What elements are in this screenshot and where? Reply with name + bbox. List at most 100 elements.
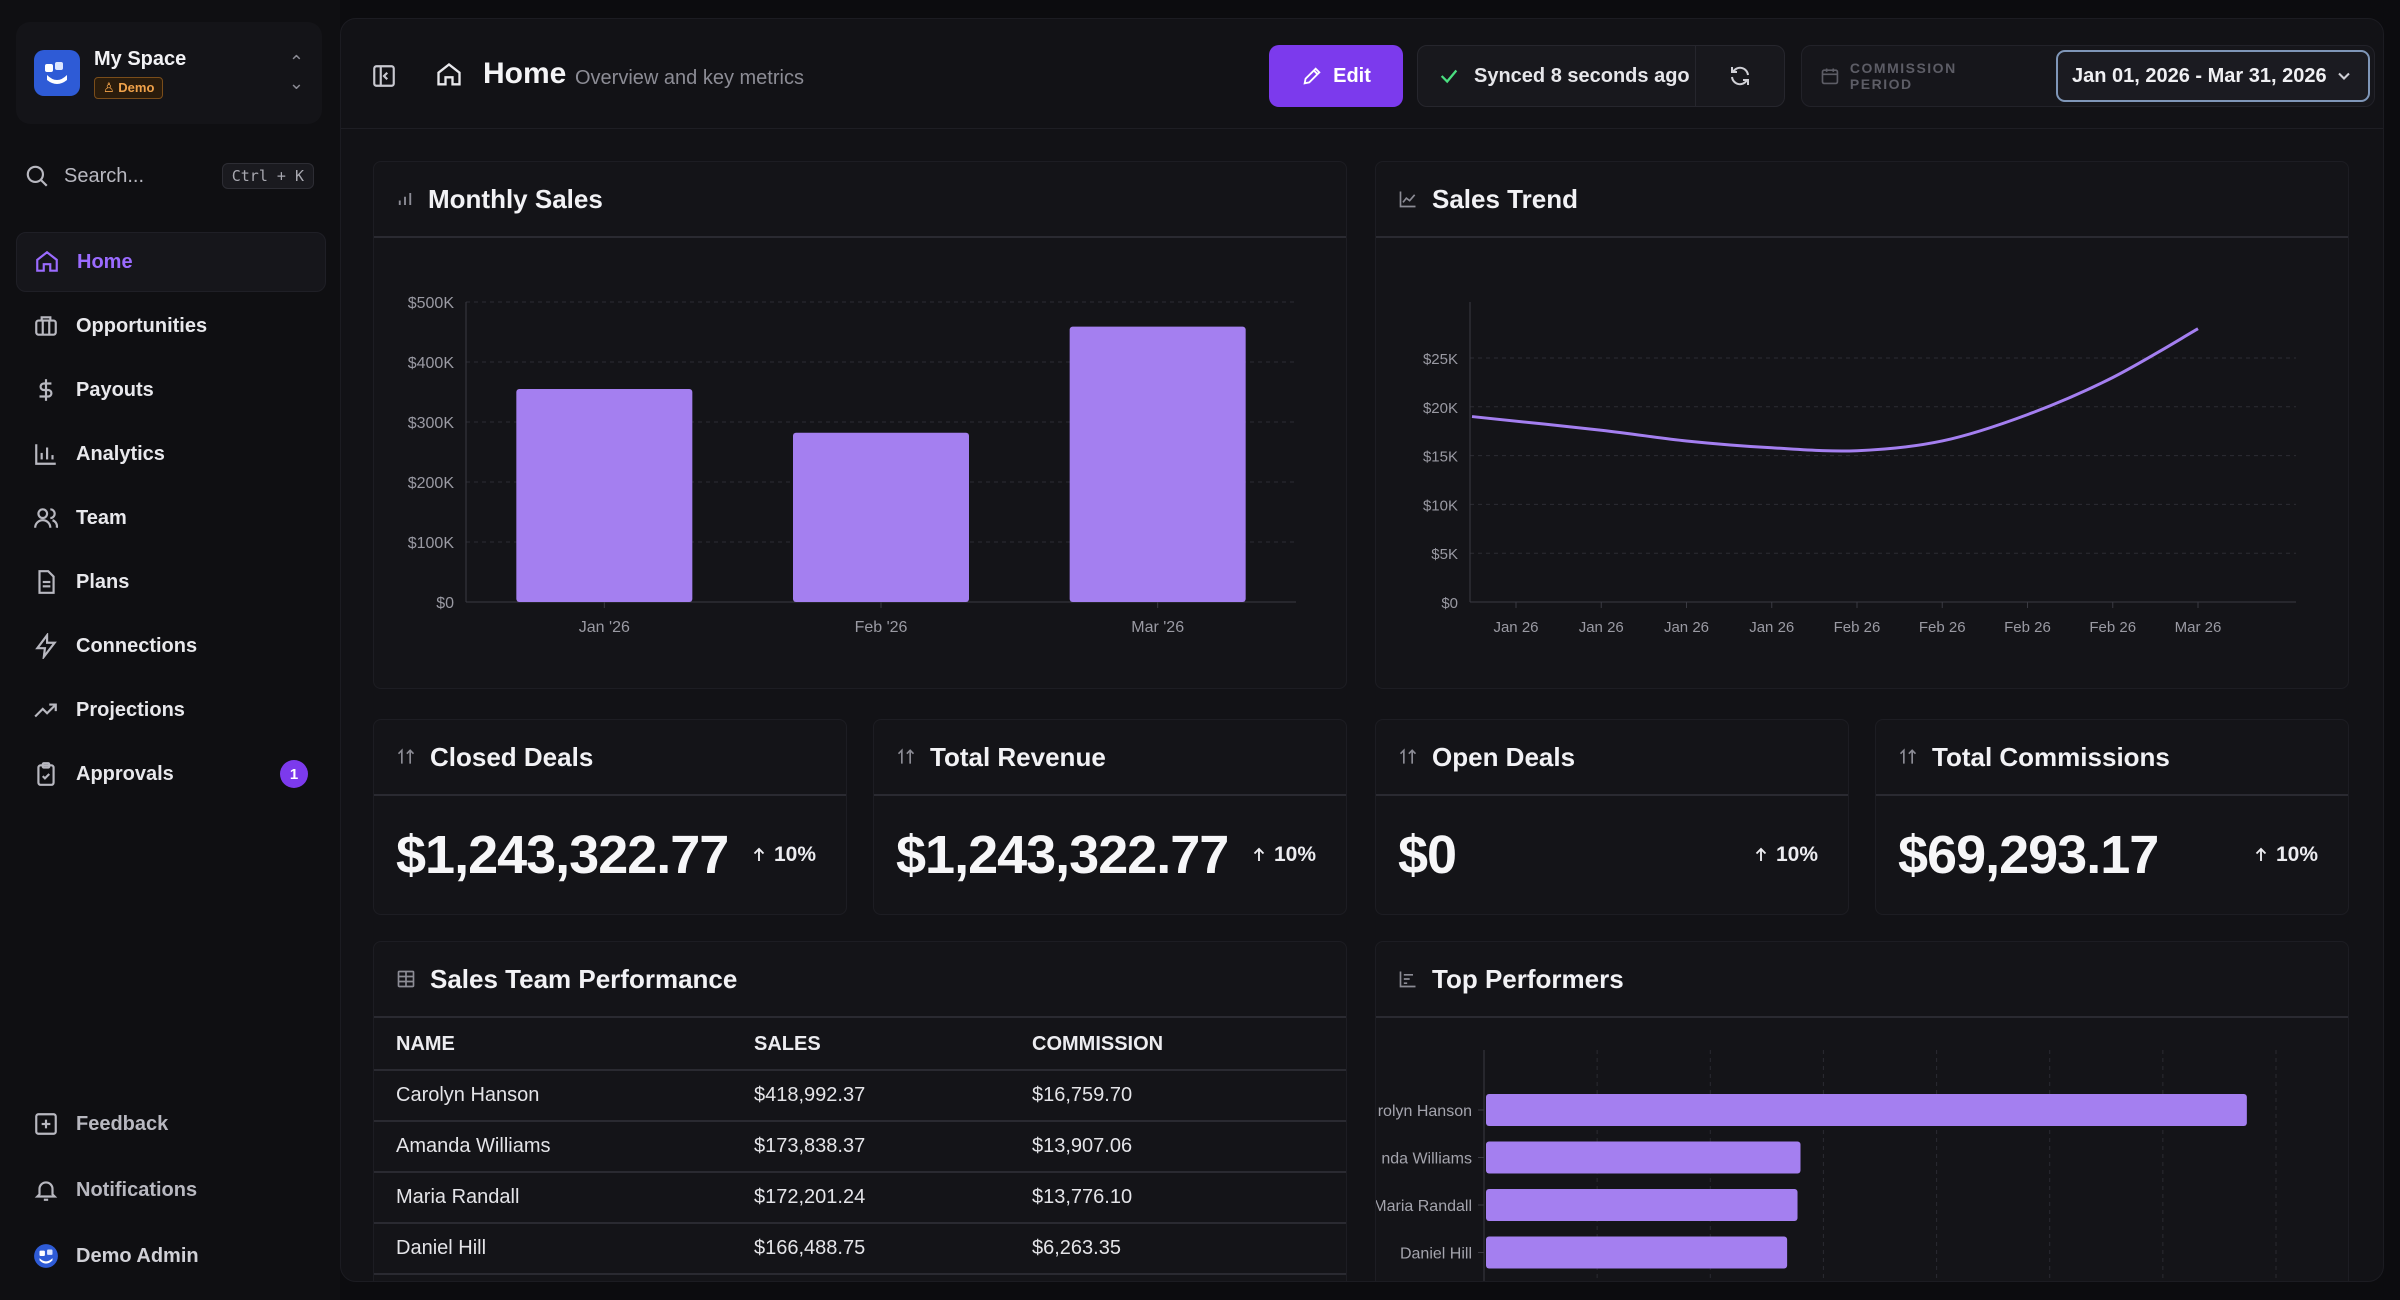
nav-item-feedback[interactable]: Feedback <box>16 1092 326 1156</box>
nav-item-notifications[interactable]: Notifications <box>16 1158 326 1222</box>
y-tick-label: Maria Randall <box>1376 1198 1472 1215</box>
nav-label: Demo Admin <box>76 1244 199 1267</box>
table-icon <box>397 970 415 988</box>
sidebar-toggle-icon[interactable] <box>371 63 397 94</box>
document-icon <box>32 568 60 596</box>
arrow-up-icon <box>2255 847 2267 861</box>
search-label: Search... <box>64 164 145 187</box>
nav-item-opportunities[interactable]: Opportunities <box>16 296 326 356</box>
bar[interactable] <box>1486 1189 1798 1221</box>
clipboard-check-icon <box>32 760 60 788</box>
y-tick-label: $15K <box>1423 449 1458 466</box>
feedback-icon <box>32 1110 60 1138</box>
sales-trend-card: Sales Trend $0 $5K $10K $15K $20K $25K Jan 26 J… <box>1375 161 2349 689</box>
table-row[interactable]: Daniel Hill $166,488.75 $6,263.35 <box>374 1223 1346 1275</box>
bar[interactable] <box>1486 1236 1788 1269</box>
nav-item-projections[interactable]: Projections <box>16 680 326 740</box>
y-tick-label: $200K <box>408 475 455 492</box>
bar[interactable] <box>1486 1094 2247 1126</box>
nav-item-plans[interactable]: Plans <box>16 552 326 612</box>
nav-item-approvals[interactable]: Approvals 1 <box>16 744 326 804</box>
metric-change-value: 10% <box>1775 843 1818 866</box>
edit-button[interactable]: Edit <box>1269 45 1403 107</box>
table-row[interactable]: Amanda Williams $173,838.37 $13,907.06 <box>374 1121 1346 1173</box>
x-tick-label: Feb 26 <box>1834 619 1881 636</box>
main-nav: Home Opportunities Payouts Analytics Tea… <box>16 232 326 808</box>
cell-sales: $172,201.24 <box>754 1172 1032 1224</box>
table-header-row: NAME SALES COMMISSION <box>374 1020 1346 1071</box>
workspace-logo-icon <box>34 50 80 96</box>
monthly-sales-chart: $0 $100K $200K $300K $400K $500K Jan '26 Feb '2… <box>408 295 1296 636</box>
top-performers-card: Top Performers rolyn Hanson nda Williams M… <box>1375 941 2349 1281</box>
calendar-icon <box>1821 68 1839 85</box>
metric-value: $69,293.17 <box>1898 825 2159 885</box>
x-tick-label: Jan '26 <box>579 619 630 636</box>
nav-item-team[interactable]: Team <box>16 488 326 548</box>
nav-label: Analytics <box>76 442 165 465</box>
metric-title: Closed Deals <box>430 741 594 772</box>
cell-name: Carolyn Hanson <box>374 1070 754 1122</box>
y-tick-label: $25K <box>1423 351 1458 368</box>
cell-name: Maria Randall <box>374 1172 754 1224</box>
metric-change-value: 10% <box>2275 843 2318 866</box>
nav-item-payouts[interactable]: Payouts <box>16 360 326 420</box>
bar[interactable] <box>1069 326 1246 602</box>
bar[interactable] <box>516 389 693 602</box>
top-performers-chart: rolyn Hanson nda Williams Maria Randall Dan… <box>1376 1050 2277 1281</box>
column-header-sales[interactable]: SALES <box>754 1020 1032 1071</box>
y-tick-label: $300K <box>408 415 455 432</box>
sync-status-group: Synced 8 seconds ago <box>1417 45 1785 107</box>
nav-item-account[interactable]: Demo Admin <box>16 1224 326 1288</box>
metric-value: $0 <box>1398 825 1457 885</box>
metric-card-open-deals: Open Deals $0 10% <box>1375 719 1849 915</box>
workspace-switcher[interactable]: My Space ♙ Demo ⌃ ⌄ <box>16 22 322 124</box>
cell-commission: $13,776.10 <box>1032 1172 1346 1224</box>
cell-commission: $16,759.70 <box>1032 1070 1346 1122</box>
nav-item-home[interactable]: Home <box>16 232 326 292</box>
commission-period-group: COMMISSION PERIOD Jan 01, 2026 - Mar 31,… <box>1801 45 2375 107</box>
table-row[interactable]: Carolyn Hanson $418,992.37 $16,759.70 <box>374 1070 1346 1122</box>
workspace-name: My Space <box>94 47 187 70</box>
top-performers-title: Top Performers <box>1432 963 1624 994</box>
x-tick-label: Feb '26 <box>855 619 908 636</box>
bell-icon <box>32 1176 60 1204</box>
briefcase-icon <box>32 312 60 340</box>
cell-sales: $166,488.75 <box>754 1223 1032 1275</box>
refresh-icon <box>1731 66 1749 86</box>
chevron-up-down-icon: ⌃ ⌄ <box>288 52 304 93</box>
cell-commission: $13,907.06 <box>1032 1121 1346 1173</box>
approvals-count-badge: 1 <box>280 760 308 788</box>
nav-item-analytics[interactable]: Analytics <box>16 424 326 484</box>
nav-label: Connections <box>76 634 198 657</box>
commission-period-select[interactable]: Jan 01, 2026 - Mar 31, 2026 <box>2056 50 2370 102</box>
metric-card-total-revenue: Total Revenue $1,243,322.77 10% <box>873 719 1347 915</box>
bar[interactable] <box>1486 1141 1801 1174</box>
column-header-name[interactable]: NAME <box>374 1020 754 1071</box>
nav-label: Opportunities <box>76 314 208 337</box>
refresh-button[interactable] <box>1696 46 1784 106</box>
sales-trend-title: Sales Trend <box>1432 183 1578 214</box>
home-icon <box>33 248 61 276</box>
x-tick-label: Jan 26 <box>1664 619 1709 636</box>
y-tick-label: $400K <box>408 355 455 372</box>
metric-card-total-commissions: Total Commissions $69,293.17 10% <box>1875 719 2349 915</box>
bar[interactable] <box>793 432 969 602</box>
column-header-commission[interactable]: COMMISSION <box>1032 1020 1346 1071</box>
x-tick-label: Mar 26 <box>2175 619 2222 636</box>
nav-label: Projections <box>76 698 185 721</box>
search-button[interactable]: Search... Ctrl + K <box>24 156 314 196</box>
y-tick-label: $500K <box>408 295 455 312</box>
check-icon <box>1440 69 1458 84</box>
x-tick-label: Feb 26 <box>1919 619 1966 636</box>
page-title: Home <box>483 57 567 90</box>
nav-label: Team <box>76 506 127 529</box>
nav-label: Plans <box>76 570 130 593</box>
series-line[interactable] <box>1471 327 2199 453</box>
arrow-up-icon <box>1755 847 1767 861</box>
y-tick-label: nda Williams <box>1381 1151 1472 1168</box>
horizontal-bars-icon <box>1399 971 1416 988</box>
nav-item-connections[interactable]: Connections <box>16 616 326 676</box>
metric-title: Open Deals <box>1432 741 1576 772</box>
table-row[interactable]: Maria Randall $172,201.24 $13,776.10 <box>374 1172 1346 1224</box>
nav-label: Approvals <box>76 762 174 785</box>
